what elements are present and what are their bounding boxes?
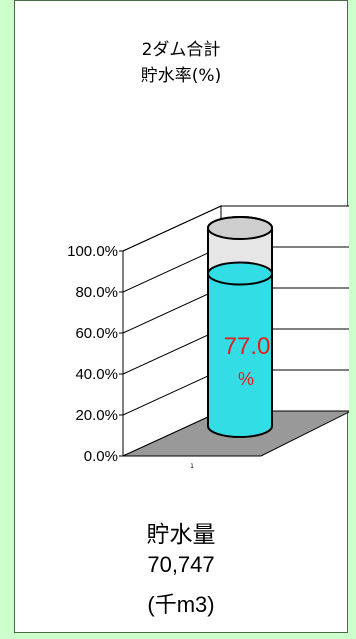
data-label-value: 77.0: [224, 333, 271, 360]
data-label-unit: %: [238, 369, 254, 389]
storage-volume-unit: (千m3): [147, 592, 215, 617]
y-tick-label: 100.0%: [67, 243, 118, 260]
storage-volume-label: 貯水量: [146, 522, 216, 548]
y-tick-label: 20.0%: [75, 407, 118, 424]
y-tick-label: 40.0%: [75, 366, 118, 383]
cylinder-chart: 100.0% 80.0% 60.0% 40.0% 20.0% 0.0% 1 77.0%: [67, 205, 349, 470]
cylinder-fill-bar: [207, 273, 273, 438]
y-tick-label: 60.0%: [75, 325, 118, 342]
y-tick-label: 80.0%: [75, 284, 118, 301]
x-tick-label: 1: [190, 463, 194, 470]
gridline: [122, 205, 349, 252]
chart-title-line1: 2ダム合計: [141, 40, 221, 60]
y-tick-label: 0.0%: [84, 448, 118, 465]
storage-volume-value: 70,747: [147, 552, 215, 577]
cylinder-top-cap: [207, 216, 273, 240]
chart-panel: 2ダム合計 貯水率(%) 100.0% 80.0% 60.0% 40.0% 20.0% 0…: [14, 0, 349, 633]
cylinder-fill-top: [207, 261, 273, 286]
chart-title-line2: 貯水率(%): [140, 66, 222, 86]
